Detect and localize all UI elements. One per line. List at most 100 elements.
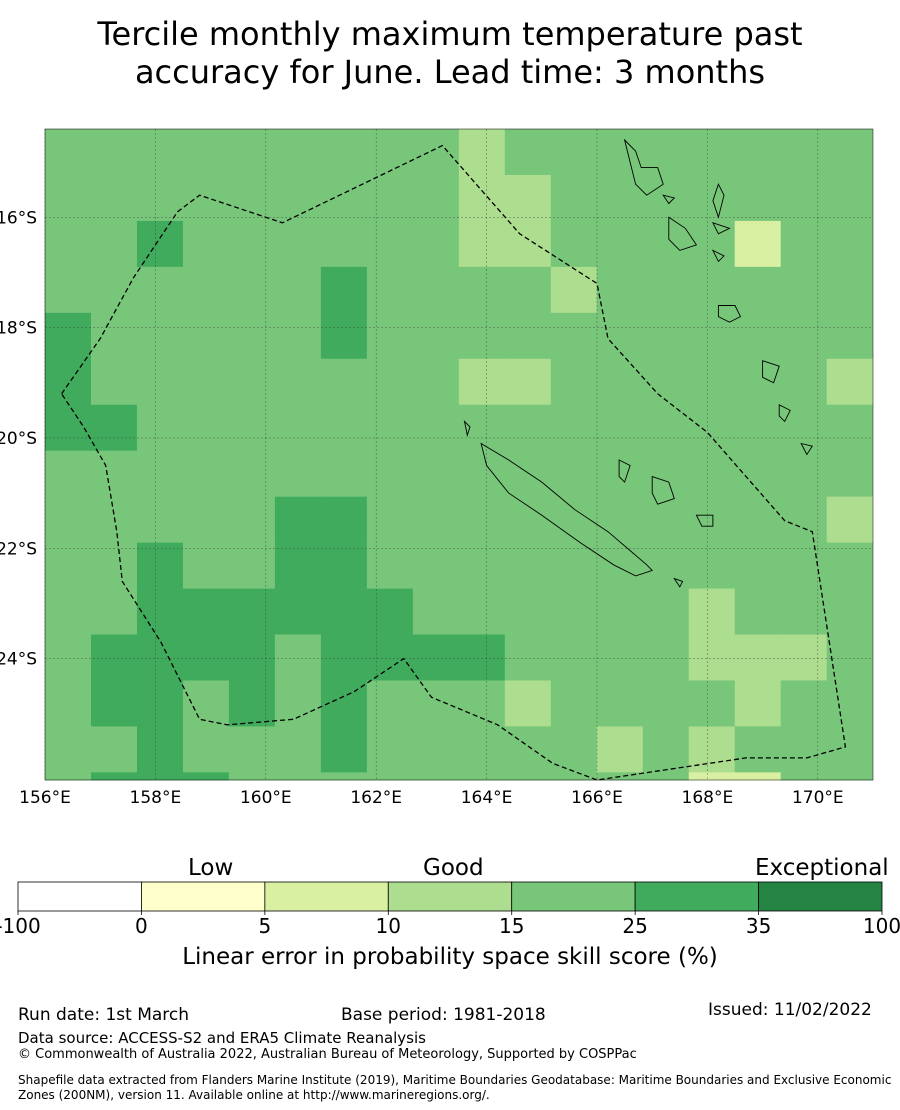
skill-cell bbox=[688, 450, 736, 497]
skill-cell bbox=[366, 496, 414, 543]
colorbar-tick-label: 100 bbox=[863, 914, 900, 938]
skill-cell bbox=[504, 220, 552, 268]
colorbar-segment bbox=[17, 881, 142, 912]
lon-tick-label: 164°E bbox=[461, 788, 513, 808]
skill-cell bbox=[412, 496, 460, 543]
lon-tick-label: 156°E bbox=[19, 788, 71, 808]
skill-cell bbox=[136, 266, 184, 314]
skill-cell bbox=[780, 358, 827, 406]
skill-cell bbox=[504, 358, 552, 406]
skill-cell bbox=[136, 726, 184, 773]
skill-cell bbox=[550, 588, 598, 635]
skill-cell bbox=[320, 588, 368, 635]
run-date: Run date: 1st March bbox=[18, 1005, 190, 1025]
skill-cell bbox=[182, 129, 230, 176]
skill-cell bbox=[366, 129, 414, 176]
colorbar-tick-label: 10 bbox=[376, 914, 401, 938]
skill-cell bbox=[642, 358, 690, 406]
skill-cell bbox=[366, 404, 414, 451]
skill-cell bbox=[550, 266, 598, 314]
skill-cell bbox=[734, 312, 782, 360]
skill-cell bbox=[688, 588, 736, 635]
skill-cell bbox=[320, 129, 368, 176]
skill-cell bbox=[596, 588, 644, 635]
skill-cell bbox=[550, 174, 598, 222]
skill-cell bbox=[826, 404, 873, 451]
skill-cell bbox=[550, 220, 598, 268]
skill-cell bbox=[458, 312, 506, 360]
skill-cell bbox=[596, 496, 644, 543]
colorbar-segment bbox=[264, 881, 389, 912]
skill-cell bbox=[458, 220, 506, 268]
skill-cell bbox=[550, 404, 598, 451]
skill-cell bbox=[458, 450, 506, 497]
skill-cell bbox=[45, 129, 92, 176]
lon-tick-label: 160°E bbox=[240, 788, 292, 808]
skill-cell bbox=[780, 634, 827, 681]
skill-cell bbox=[136, 496, 184, 543]
skill-cell bbox=[642, 404, 690, 451]
skill-cell bbox=[366, 174, 414, 222]
coastline-erromango bbox=[762, 360, 780, 384]
skill-cell bbox=[458, 634, 506, 681]
skill-cell bbox=[228, 404, 276, 451]
skill-cell bbox=[320, 726, 368, 773]
skill-cell bbox=[274, 772, 322, 781]
lat-tick-label: 24°S bbox=[0, 650, 37, 670]
skill-cell bbox=[274, 542, 322, 589]
skill-cell bbox=[320, 358, 368, 406]
skill-cell bbox=[228, 680, 276, 727]
skill-cell bbox=[550, 450, 598, 497]
skill-cell bbox=[734, 726, 782, 773]
skill-cell bbox=[320, 496, 368, 543]
skill-cell bbox=[826, 680, 873, 727]
skill-cell bbox=[688, 634, 736, 681]
skill-cell bbox=[45, 220, 92, 268]
skill-cell bbox=[596, 220, 644, 268]
skill-cell bbox=[182, 680, 230, 727]
colorbar-segment bbox=[387, 881, 513, 912]
shapefile-credit: Shapefile data extracted from Flanders M… bbox=[18, 1073, 892, 1102]
skill-cell bbox=[45, 312, 92, 360]
skill-cell bbox=[826, 450, 873, 497]
skill-cell bbox=[734, 220, 782, 268]
skill-cell bbox=[320, 266, 368, 314]
skill-cell bbox=[182, 220, 230, 268]
skill-cell bbox=[458, 358, 506, 406]
skill-cell bbox=[504, 266, 552, 314]
coastline-ouvea bbox=[618, 459, 631, 483]
coastline-grande-terre bbox=[480, 442, 654, 577]
skill-cell bbox=[780, 772, 827, 781]
skill-cell bbox=[642, 450, 690, 497]
skill-cell bbox=[90, 312, 138, 360]
skill-cell bbox=[642, 220, 690, 268]
coastline-ambrym bbox=[712, 222, 731, 235]
skill-cell bbox=[228, 726, 276, 773]
skill-cell bbox=[228, 129, 276, 176]
skill-cell bbox=[826, 220, 873, 268]
skill-cell bbox=[688, 220, 736, 268]
skill-cell bbox=[136, 404, 184, 451]
skill-cell bbox=[596, 266, 644, 314]
skill-cell bbox=[734, 404, 782, 451]
skill-cell bbox=[458, 404, 506, 451]
skill-cell bbox=[274, 266, 322, 314]
skill-cell bbox=[45, 588, 92, 635]
skill-cell bbox=[366, 772, 414, 781]
skill-cell bbox=[734, 174, 782, 222]
skill-cell bbox=[504, 726, 552, 773]
skill-cell bbox=[136, 542, 184, 589]
skill-cell bbox=[45, 358, 92, 406]
skill-cell bbox=[412, 174, 460, 222]
colorbar: -100 0 5 10 15 25 35 100 bbox=[0, 881, 900, 938]
skill-cell bbox=[504, 680, 552, 727]
skill-cell bbox=[826, 496, 873, 543]
skill-cell bbox=[780, 174, 827, 222]
skill-cell bbox=[596, 726, 644, 773]
skill-cell bbox=[734, 542, 782, 589]
skill-cell bbox=[90, 588, 138, 635]
skill-cell bbox=[642, 588, 690, 635]
skill-cell bbox=[320, 220, 368, 268]
skill-cell bbox=[320, 312, 368, 360]
